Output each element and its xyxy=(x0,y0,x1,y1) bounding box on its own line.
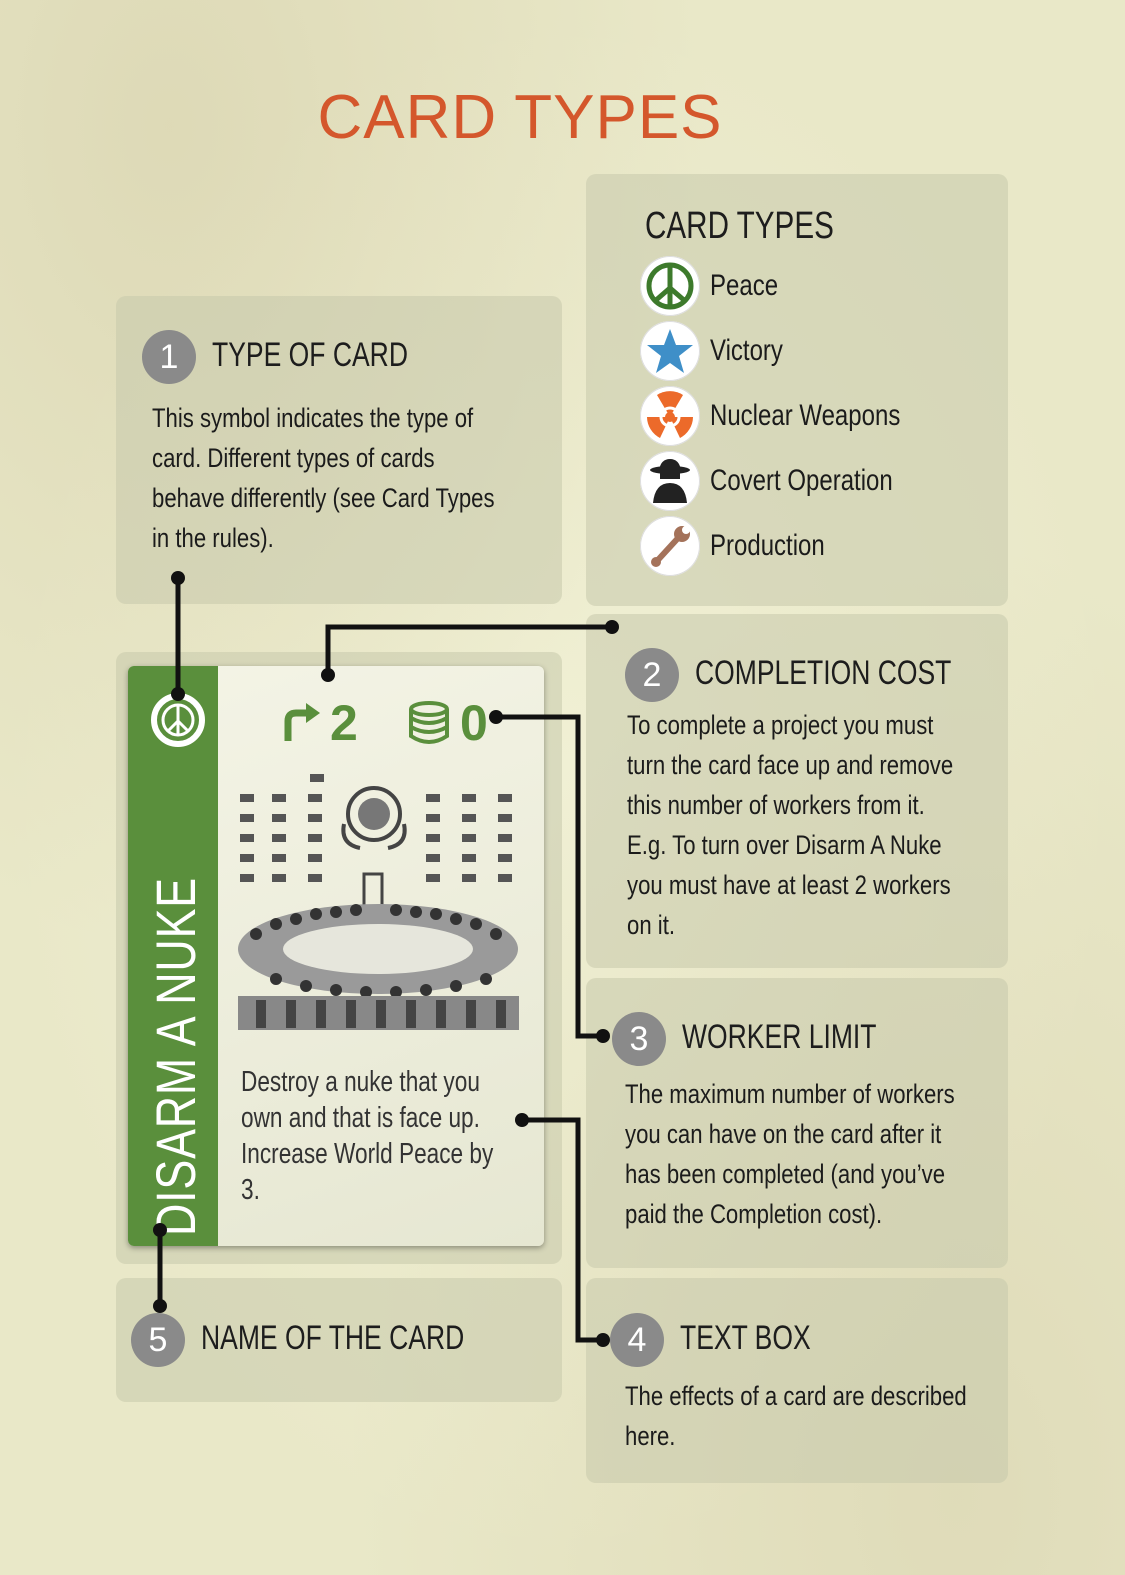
worker-limit-stat: 0 xyxy=(406,694,488,752)
section-heading: TYPE OF CARD xyxy=(212,336,408,374)
card-type-strip xyxy=(128,666,218,1246)
legend-label: Production xyxy=(710,529,825,562)
legend-item-victory: Victory xyxy=(640,320,801,382)
sample-card: DISARM A NUKE 2 0 xyxy=(128,666,544,1246)
wrench-icon xyxy=(640,516,700,576)
worker-limit-value: 0 xyxy=(460,695,488,751)
card-name: DISARM A NUKE xyxy=(144,877,207,1236)
section-number-badge: 1 xyxy=(142,330,196,384)
page-title: CARD TYPES xyxy=(317,83,723,152)
section-number-badge: 4 xyxy=(610,1313,664,1367)
name-of-card-panel xyxy=(116,1278,562,1402)
section-number-badge: 2 xyxy=(625,648,679,702)
card-peace-icon xyxy=(148,690,208,755)
peace-icon xyxy=(640,256,700,316)
section-description: The maximum number of workers you can ha… xyxy=(625,1079,955,1229)
section-heading: WORKER LIMIT xyxy=(682,1018,877,1056)
section-description: This symbol indicates the type of card. … xyxy=(152,403,495,553)
star-icon xyxy=(640,321,700,381)
legend-item-covert-operation: Covert Operation xyxy=(640,450,938,512)
card-text-box: Destroy a nuke that you own and that is … xyxy=(241,1066,494,1206)
legend-heading: CARD TYPES xyxy=(645,205,834,247)
section-heading: COMPLETION COST xyxy=(695,654,952,692)
legend-item-peace: Peace xyxy=(640,255,795,317)
legend-label: Covert Operation xyxy=(710,464,893,497)
turn-arrow-icon xyxy=(284,703,320,741)
legend-item-production: Production xyxy=(640,515,853,577)
section-number-badge: 3 xyxy=(612,1012,666,1066)
section-heading: NAME OF THE CARD xyxy=(201,1319,465,1357)
radiation-icon xyxy=(640,386,700,446)
section-description: To complete a project you must turn the … xyxy=(627,710,954,940)
legend-label: Nuclear Weapons xyxy=(710,399,901,432)
text-box-panel xyxy=(586,1278,1008,1483)
completion-cost-value: 2 xyxy=(330,695,358,751)
section-number-badge: 5 xyxy=(131,1313,185,1367)
spy-icon xyxy=(640,451,700,511)
section-heading: TEXT BOX xyxy=(680,1319,811,1357)
legend-item-nuclear-weapons: Nuclear Weapons xyxy=(640,385,948,447)
section-description: The effects of a card are described here… xyxy=(625,1381,967,1451)
card-illustration xyxy=(238,774,519,1030)
completion-cost-stat: 2 xyxy=(278,694,358,752)
legend-label: Peace xyxy=(710,269,779,302)
coin-stack-icon xyxy=(409,701,449,744)
legend-label: Victory xyxy=(710,334,783,367)
